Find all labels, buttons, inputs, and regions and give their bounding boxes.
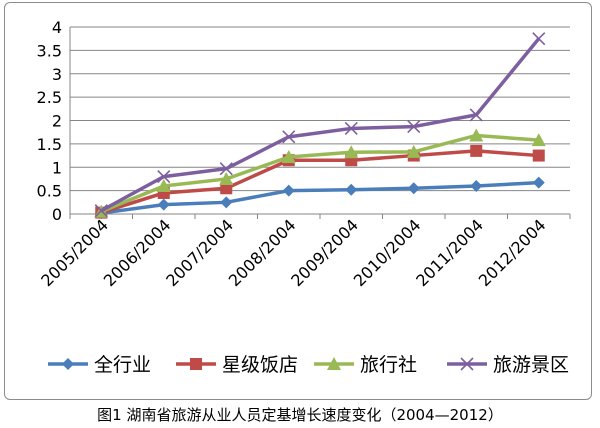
data-point	[220, 182, 233, 195]
y-tick-label: 1.5	[37, 135, 62, 154]
legend-label: 旅游景区	[493, 354, 569, 376]
y-tick-label: 0.5	[37, 182, 62, 201]
data-point	[344, 145, 359, 159]
data-point	[532, 176, 545, 189]
data-point	[470, 179, 483, 192]
data-point	[219, 162, 233, 176]
data-point	[220, 196, 233, 209]
data-point	[532, 32, 546, 46]
legend-swatch-marker	[190, 358, 202, 370]
y-tick-label: 0	[52, 205, 62, 224]
legend-label: 全行业	[94, 354, 151, 376]
data-point	[156, 178, 171, 192]
series-line	[100, 133, 539, 214]
data-point	[219, 171, 234, 185]
y-tick-label: 3.5	[37, 41, 62, 60]
series-line	[100, 149, 539, 215]
line-chart: 00.511.522.533.542005/20042006/20042007/…	[37, 18, 571, 376]
legend-swatch-marker	[62, 358, 74, 370]
data-point	[282, 130, 296, 144]
data-point	[407, 120, 421, 134]
chart-frame	[4, 2, 592, 400]
legend-swatch-marker	[460, 357, 474, 371]
data-point	[157, 198, 170, 211]
y-tick-label: 1	[52, 158, 62, 177]
data-point	[469, 108, 483, 122]
legend-label: 旅行社	[360, 354, 417, 376]
data-point	[470, 144, 483, 157]
data-point	[157, 170, 171, 184]
legend-label: 星级饭店	[222, 354, 298, 376]
data-point	[532, 149, 545, 162]
y-tick-label: 3	[52, 65, 62, 84]
data-point	[281, 149, 296, 163]
series-line	[101, 180, 539, 215]
y-tick-label: 2	[52, 112, 62, 131]
data-point	[282, 184, 295, 197]
y-tick-label: 4	[52, 18, 62, 37]
data-point	[344, 121, 358, 136]
data-point	[531, 133, 546, 147]
y-tick-label: 2.5	[37, 88, 62, 107]
x-tick-label: 2012/2004	[475, 215, 550, 290]
legend-swatch-marker	[327, 357, 341, 370]
data-point	[94, 204, 108, 218]
figure-caption: 图1 湖南省旅游从业人员定基增长速度变化（2004—2012）	[97, 406, 503, 424]
data-point	[469, 128, 484, 142]
data-point	[345, 183, 358, 196]
data-point	[406, 144, 421, 158]
data-point	[407, 182, 420, 195]
series-line	[100, 37, 541, 213]
